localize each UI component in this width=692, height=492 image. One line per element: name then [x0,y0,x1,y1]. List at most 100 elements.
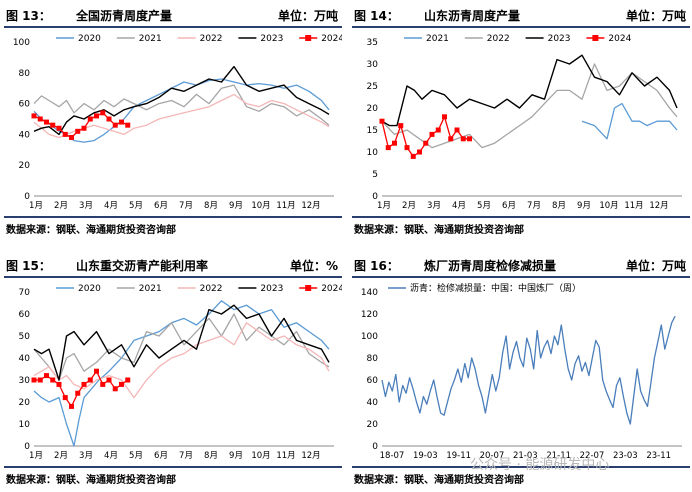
x-tick-label: 2月 [54,451,68,461]
panel-header: 图 16： 炼厂沥青周度检修减损量 单位：万吨 [352,254,690,278]
x-tick-label: 8月 [204,451,218,461]
y-tick-label: 120 [361,310,378,320]
data-point [50,377,56,383]
x-tick-label: 9月 [229,201,243,211]
data-point [69,134,74,140]
legend-marker [305,35,312,41]
panel-shandong-utilization: 图 15： 山东重交沥青产能利用率 单位：% 0 10 20 30 40 50 60 70 1月… [4,254,342,492]
data-point [410,153,416,159]
data-point [37,116,43,122]
y-tick-label: 60 [367,376,379,386]
x-tick-label: 4月 [104,201,118,211]
y-tick-label: 60 [19,100,31,110]
data-point [119,119,124,125]
series-line [581,102,678,140]
x-tick-label: 10月 [251,451,270,461]
y-tick-label: 50 [19,332,31,342]
figure-number: 图 15： [6,259,51,273]
legend-label: 2023 [260,284,283,294]
x-tick-label: 11月 [624,201,643,211]
x-tick-label: 21-11 [546,451,571,461]
x-tick-label: 9月 [577,201,591,211]
x-tick-label: 19-03 [413,451,438,461]
x-tick-label: 6月 [154,451,168,461]
data-point [62,395,68,401]
data-point [448,136,454,142]
y-tick-label: 0 [24,442,30,452]
x-tick-label: 8月 [204,201,218,211]
y-tick-label: 20 [367,104,379,114]
data-point [125,377,131,383]
x-tick-label: 12月 [301,201,320,211]
data-point [56,381,62,387]
y-tick-label: 20 [19,161,31,171]
x-tick-label: 23-03 [613,451,638,461]
legend: 2020 2021 2022 2023 2024 [56,34,342,44]
source-label: 数据来源：钢联、海通期货投资咨询部 [354,475,524,486]
unit-label: 单位：万吨 [625,9,686,23]
data-point [442,114,447,120]
legend-label: 2020 [78,284,101,294]
data-point [75,128,81,134]
data-point [75,390,81,396]
line-chart: 0 5 10 15 20 25 30 35 1月 2月 3月 4月 5月 6月 7月 8月 9月 10月 11月 12… [367,34,682,211]
data-point [44,119,49,125]
legend-label: 2024 [608,34,631,44]
figure-number: 图 14： [354,9,399,23]
source-label: 数据来源：钢联、海通期货投资咨询部 [354,225,524,236]
line-chart: 0 20 40 60 80 100 120 140 18-07 19-03 19-11 20-07 21… [361,282,682,461]
data-point [100,381,106,387]
series-line [381,54,678,127]
x-tick-label: 21-03 [513,451,538,461]
chart-title: 山东沥青周度产量 [424,9,521,23]
data-point [429,131,435,137]
data-point [454,127,460,133]
x-tick-label: 6月 [154,201,168,211]
legend-label: 2021 [426,34,449,44]
line-chart: 0 20 40 60 80 100 1月 2月 3月 4月 5月 6月 7月 8月 9月 10月 11月 12月 2… [13,34,342,211]
data-point [392,140,397,146]
series-line [33,84,330,126]
data-point [50,122,56,128]
panel-footer: 数据来源：钢联、海通期货投资咨询部 [4,466,342,486]
legend: 2021 2022 2023 2024 [404,34,632,44]
y-tick-label: 40 [19,354,31,364]
x-tick-label: 3月 [79,201,93,211]
data-point [37,377,43,383]
y-tick-label: 80 [367,354,379,364]
legend-label: 2024 [321,34,342,44]
panel-refinery-maintenance: 图 16： 炼厂沥青周度检修减损量 单位：万吨 0 20 40 60 80 100 120 1… [352,254,690,492]
x-tick-label: 7月 [527,201,541,211]
footer-rule [4,466,342,468]
data-point [81,381,87,387]
x-tick-label: 11月 [276,451,295,461]
data-point [112,386,118,392]
unit-label: 单位：万吨 [277,9,338,23]
panel-header: 图 15： 山东重交沥青产能利用率 单位：% [4,254,342,278]
x-tick-label: 12月 [649,201,668,211]
series-line [381,116,470,158]
series-line [33,322,330,399]
series-line [33,304,330,381]
legend-label: 2022 [200,284,223,294]
data-point [69,403,74,409]
x-tick-label: 10月 [251,201,270,211]
x-tick-label: 1月 [29,201,43,211]
data-point [87,377,93,383]
series-line [33,313,330,381]
x-tick-label: 9月 [229,451,243,461]
data-point [460,136,466,142]
watermark-text: 公众号 · 能源研发中心 [470,457,610,473]
footer-rule [4,216,342,218]
y-tick-label: 60 [19,310,31,320]
data-point [31,377,37,383]
y-tick-label: 5 [372,170,378,180]
data-point [94,113,99,119]
figure-number: 图 13： [6,9,51,23]
header-rule [4,26,342,28]
data-point [119,381,124,387]
chart-title: 炼厂沥青周度检修减损量 [424,259,557,273]
legend-label: 2020 [78,34,101,44]
legend-label: 2023 [548,34,571,44]
y-tick-label: 80 [19,69,31,79]
